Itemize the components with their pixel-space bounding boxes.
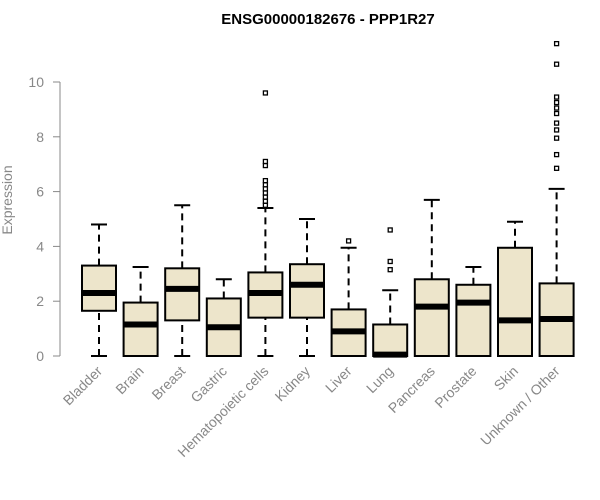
outlier-point xyxy=(553,120,560,126)
box-plot-series xyxy=(81,40,575,358)
outlier-point xyxy=(262,162,269,169)
x-tick-label: Prostate xyxy=(431,363,479,411)
box-body xyxy=(497,246,533,358)
chart-title: ENSG00000182676 - PPP1R27 xyxy=(221,11,434,28)
outlier-point xyxy=(387,267,393,273)
x-tick-label: Breast xyxy=(148,363,188,403)
box-bladder xyxy=(81,223,117,357)
box-gastric xyxy=(205,278,242,357)
box-pancreas xyxy=(413,198,450,357)
box-breast xyxy=(164,204,201,357)
outlier-point xyxy=(262,190,269,196)
outlier-point xyxy=(387,227,393,233)
outlier-point xyxy=(553,135,560,141)
x-tick-label: Lung xyxy=(363,363,396,396)
box-body xyxy=(413,278,450,357)
x-tick-label: Brain xyxy=(112,363,146,397)
outlier-point xyxy=(553,61,560,67)
y-axis-label: Expression xyxy=(0,165,15,234)
x-tick-label: Kidney xyxy=(272,363,314,405)
box-body xyxy=(372,323,409,357)
x-tick-label: Liver xyxy=(322,363,355,396)
box-body xyxy=(81,264,117,312)
outlier-point xyxy=(553,94,560,100)
outlier-point xyxy=(553,105,560,111)
box-body xyxy=(289,263,325,319)
y-tick-label: 10 xyxy=(28,74,44,90)
box-hematopoietic-cells xyxy=(247,90,284,357)
outlier-point xyxy=(553,40,560,47)
outlier-point xyxy=(553,151,560,158)
y-tick-label: 0 xyxy=(36,348,44,364)
outlier-point xyxy=(262,90,269,96)
box-body xyxy=(455,283,492,358)
y-tick-label: 4 xyxy=(36,238,44,254)
outlier-point xyxy=(262,198,269,204)
outlier-point xyxy=(262,186,269,192)
box-liver xyxy=(330,238,367,358)
outlier-point xyxy=(387,258,393,265)
box-skin xyxy=(497,220,533,358)
box-prostate xyxy=(455,265,492,358)
box-brain xyxy=(122,265,159,358)
x-tick-label: Skin xyxy=(491,363,522,394)
outlier-point xyxy=(553,165,560,171)
outlier-point xyxy=(553,127,560,133)
box-unknown-other xyxy=(538,40,575,358)
outlier-point xyxy=(553,110,560,117)
x-tick-label: Unknown / Other xyxy=(477,363,563,449)
outlier-point xyxy=(262,202,269,208)
outlier-point xyxy=(553,99,560,106)
outlier-point xyxy=(262,158,269,165)
outlier-point xyxy=(262,177,269,184)
outlier-point xyxy=(345,238,352,244)
outlier-point xyxy=(262,194,269,200)
box-kidney xyxy=(289,218,325,357)
y-tick-label: 2 xyxy=(36,293,44,309)
y-tick-label: 8 xyxy=(36,129,44,145)
y-axis: 0 2 4 6 8 10 xyxy=(28,74,61,364)
y-tick-label: 6 xyxy=(36,184,44,200)
box-lung xyxy=(372,227,409,358)
outlier-point xyxy=(262,182,269,188)
x-tick-label: Bladder xyxy=(60,363,106,409)
box-body xyxy=(164,267,201,322)
box-body xyxy=(122,301,159,358)
